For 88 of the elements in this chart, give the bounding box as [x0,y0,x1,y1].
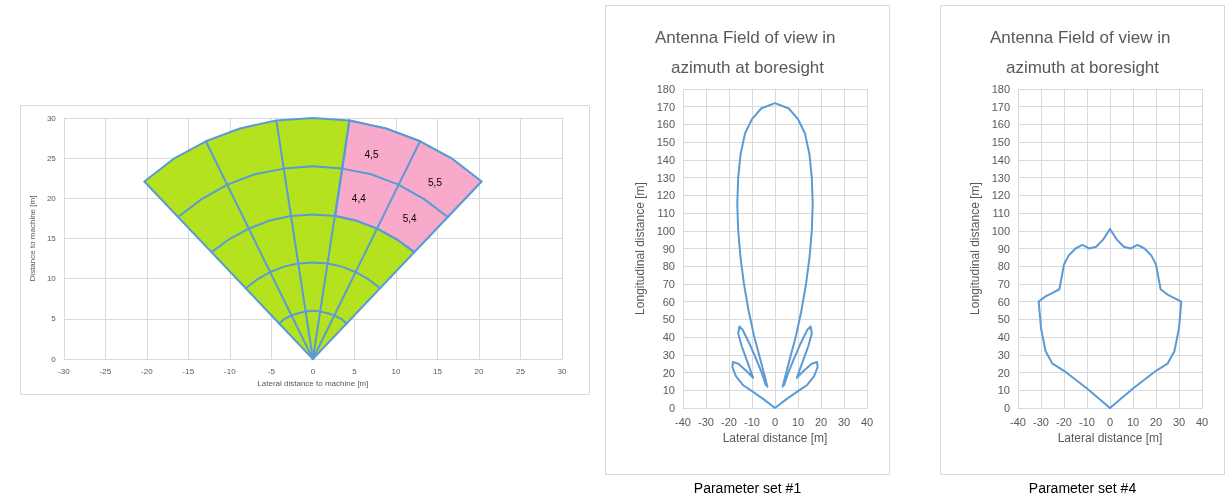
x-tick-label: -20 [141,366,154,376]
x-tick-label: 40 [860,415,874,428]
y-tick-label: 120 [991,189,1010,202]
x-tick-label: 15 [433,366,443,376]
y-tick-label: 20 [46,193,57,203]
y-tick-label: 110 [657,207,675,220]
y-tick-label: 10 [662,384,675,397]
x-tick-label: 5 [352,366,358,376]
x-tick-label: -10 [224,366,237,376]
x-tick-label: 10 [391,366,401,376]
y-tick-label: 70 [662,277,675,290]
y-tick-label: 0 [668,402,675,414]
x-tick-label: -40 [1010,415,1026,428]
x-tick-label: -30 [698,415,714,428]
y-tick-label: 100 [991,224,1010,237]
y-tick-label: 15 [46,234,57,243]
y-tick-label: 100 [656,224,675,237]
y-tick-label: 140 [991,153,1010,166]
y-tick-label: 30 [46,113,57,123]
annotation: 4,4 [351,192,367,204]
y-tick-label: 130 [991,171,1010,184]
x-axis-title: Lateral distance [m] [722,430,828,445]
y-tick-label: 10 [997,384,1010,397]
x-tick-label: 0 [771,415,779,428]
y-tick-label: 150 [656,136,675,149]
y-tick-label: 140 [656,153,675,166]
y-tick-label: 50 [997,313,1010,326]
x-axis-title: Lateral distance to machine [m] [257,379,369,389]
y-tick-label: 70 [997,277,1010,290]
y-tick-label: 0 [51,354,57,364]
x-tick-label: -20 [1056,415,1072,428]
y-tick-label: 40 [662,331,675,344]
y-tick-label: 25 [46,153,57,163]
x-tick-label: 20 [474,366,484,376]
x-tick-label: 30 [557,366,567,376]
x-tick-label: 40 [1195,415,1209,428]
y-tick-label: 50 [662,313,675,326]
y-axis-title: Longitudinal distance [m] [967,182,982,315]
text: Parameter set #1 [693,480,802,496]
annotation: 5,5 [428,176,443,188]
y-tick-label: 90 [997,242,1010,255]
y-tick-label: 150 [991,136,1010,149]
y-tick-label: 60 [997,295,1010,308]
x-tick-label: 25 [516,366,526,376]
chart-title: Antenna Field of view in azimuth at boresight [654,27,841,77]
x-tick-label: 0 [1106,415,1114,428]
y-tick-label: 130 [656,171,675,184]
x-tick-label: -40 [675,415,691,428]
y-tick-label: 180 [656,83,675,95]
y-tick-label: 180 [991,83,1010,95]
y-tick-label: 60 [662,295,675,308]
x-tick-label: -15 [182,366,195,376]
y-tick-label: 110 [992,207,1010,220]
annotation: 5,4 [402,213,417,224]
y-tick-label: 30 [662,348,675,361]
y-axis-title: Longitudinal distance [m] [632,182,647,315]
x-tick-label: -5 [267,366,276,376]
text: Parameter set #4 [1028,480,1137,496]
x-tick-label: 0 [310,366,316,376]
annotation: 4,5 [364,148,379,160]
x-tick-label: 10 [791,415,805,428]
x-tick-label: -30 [58,366,71,376]
y-axis-title: Distance to machine [m] [27,195,37,282]
y-tick-label: 160 [656,118,675,131]
x-tick-label: -25 [99,366,112,376]
y-tick-label: 80 [997,260,1010,273]
x-axis-title: Lateral distance [m] [1057,430,1163,445]
x-tick-label: -10 [744,415,760,428]
x-tick-label: -30 [1033,415,1049,428]
y-tick-label: 120 [656,189,675,202]
y-tick-label: 170 [991,100,1010,113]
x-tick-label: 30 [837,415,851,428]
y-tick-label: 160 [991,118,1010,131]
y-tick-label: 40 [997,331,1010,344]
y-tick-label: 80 [662,260,675,273]
x-tick-label: -20 [721,415,737,428]
x-tick-label: 10 [1126,415,1140,428]
x-tick-label: 20 [814,415,828,428]
y-tick-label: 90 [662,242,675,255]
y-tick-label: 0 [1003,402,1010,414]
chart-title: Antenna Field of view in azimuth at boresight [989,27,1176,77]
y-tick-label: 10 [46,274,57,284]
x-tick-label: 20 [1149,415,1163,428]
x-tick-label: -10 [1079,415,1095,428]
x-tick-label: 30 [1172,415,1186,428]
y-tick-label: 5 [51,314,57,324]
y-tick-label: 170 [656,100,675,113]
y-tick-label: 30 [997,348,1010,361]
